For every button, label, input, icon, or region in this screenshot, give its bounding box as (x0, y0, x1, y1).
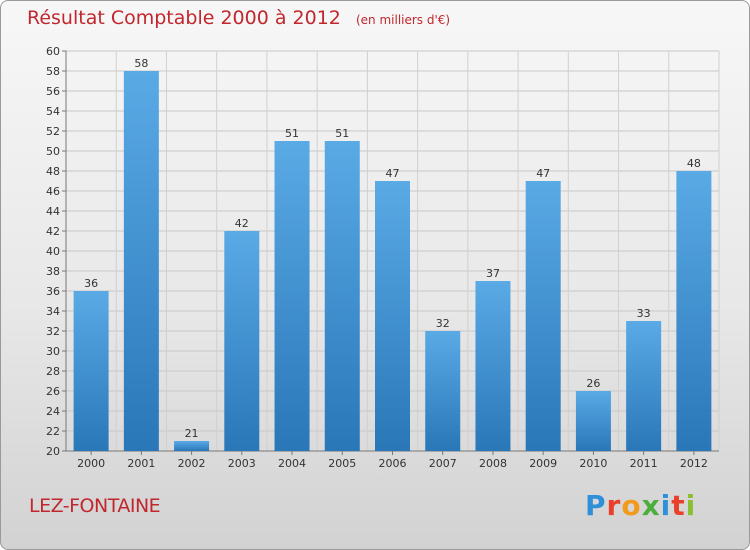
value-label-2003: 42 (235, 217, 249, 230)
y-tick-label: 24 (46, 405, 60, 418)
value-label-2004: 51 (285, 127, 299, 140)
logo-letter: t (671, 489, 686, 522)
y-tick-label: 56 (46, 85, 60, 98)
x-tick-label-2005: 2005 (328, 457, 356, 470)
y-tick-label: 48 (46, 165, 60, 178)
x-tick-label-2003: 2003 (228, 457, 256, 470)
bar-2006 (375, 181, 410, 451)
y-tick-label: 26 (46, 385, 60, 398)
y-tick-label: 52 (46, 125, 60, 138)
value-label-2000: 36 (84, 277, 98, 290)
x-tick-label-2000: 2000 (77, 457, 105, 470)
bar-2008 (475, 281, 511, 451)
logo-letter: P (585, 489, 607, 522)
bar-2007 (425, 331, 461, 451)
logo-letter: x (641, 489, 661, 522)
logo-letter: r (606, 489, 622, 522)
bar-2012 (676, 171, 712, 451)
x-tick-label-2012: 2012 (680, 457, 708, 470)
y-tick-label: 42 (46, 225, 60, 238)
y-tick-label: 22 (46, 425, 60, 438)
title-row: Résultat Comptable 2000 à 2012 (en milli… (27, 7, 450, 29)
bar-2003 (224, 231, 260, 451)
y-tick-label: 34 (46, 305, 60, 318)
bar-2004 (274, 141, 310, 451)
y-tick-label: 54 (46, 105, 60, 118)
y-tick-label: 20 (46, 445, 60, 458)
value-label-2011: 33 (637, 307, 651, 320)
value-label-2008: 37 (486, 267, 500, 280)
logo-letter: i (660, 489, 672, 522)
x-tick-label-2008: 2008 (479, 457, 507, 470)
value-label-2010: 26 (586, 377, 600, 390)
logo-letter: o (621, 489, 642, 522)
x-tick-label-2009: 2009 (529, 457, 557, 470)
y-tick-label: 32 (46, 325, 60, 338)
y-tick-label: 40 (46, 245, 60, 258)
chart-title: Résultat Comptable 2000 à 2012 (27, 7, 341, 29)
bar-2011 (626, 321, 662, 451)
commune-name: LEZ-FONTAINE (29, 495, 161, 517)
value-label-2012: 48 (687, 157, 701, 170)
x-tick-label-2001: 2001 (127, 457, 155, 470)
value-label-2005: 51 (335, 127, 349, 140)
bar-2001 (123, 71, 159, 451)
x-tick-label-2010: 2010 (579, 457, 607, 470)
value-label-2007: 32 (436, 317, 450, 330)
y-tick-label: 58 (46, 65, 60, 78)
bars (73, 71, 712, 451)
x-tick-label-2011: 2011 (630, 457, 658, 470)
chart-subtitle: (en milliers d'€) (355, 13, 451, 27)
y-tick-label: 60 (46, 45, 60, 58)
bar-2000 (73, 291, 109, 451)
x-tick-label-2002: 2002 (178, 457, 206, 470)
labels: 20 22 24 26 28 30 32 34 36 38 40 42 44 46 48 50 52 54 56 58… (46, 45, 708, 470)
bar-2005 (324, 141, 360, 451)
value-label-2009: 47 (536, 167, 550, 180)
y-tick-label: 30 (46, 345, 60, 358)
y-tick-label: 38 (46, 265, 60, 278)
x-tick-label-2007: 2007 (429, 457, 457, 470)
value-label-2002: 21 (185, 427, 199, 440)
y-tick-label: 46 (46, 185, 60, 198)
y-tick-label: 36 (46, 285, 60, 298)
proxiti-logo[interactable]: Proxiti (585, 489, 696, 522)
bar-2010 (575, 391, 611, 451)
y-tick-label: 28 (46, 365, 60, 378)
value-label-2001: 58 (134, 57, 148, 70)
x-tick-label-2004: 2004 (278, 457, 306, 470)
logo-letter: i (685, 489, 697, 522)
y-tick-label: 44 (46, 205, 60, 218)
bar-2002 (174, 441, 210, 451)
value-label-2006: 47 (386, 167, 400, 180)
bar-2009 (525, 181, 561, 451)
x-tick-label-2006: 2006 (379, 457, 407, 470)
y-tick-label: 50 (46, 145, 60, 158)
